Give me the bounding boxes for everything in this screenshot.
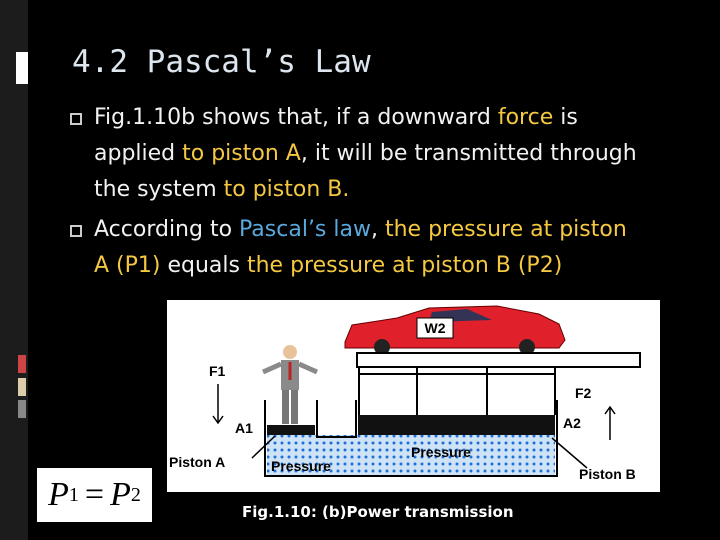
slide-title: 4.2 Pascal’s Law — [72, 44, 371, 80]
formula-term: P — [110, 476, 131, 513]
formula-sub: 1 — [68, 483, 79, 506]
pillars — [358, 367, 556, 415]
bullet-text: , — [370, 217, 385, 242]
figure-caption: Fig.1.10: (b)Power transmission — [242, 503, 514, 521]
platform — [356, 352, 641, 368]
force-label: F1 — [209, 363, 226, 379]
decor — [16, 52, 28, 84]
bullet-text: the pressure at piston A (P1) — [94, 217, 627, 278]
fluid — [267, 435, 555, 475]
weight-label: W2 — [425, 320, 446, 336]
bullet-text: Pascal’s law — [239, 217, 371, 242]
pressure-label: Pressure — [271, 458, 331, 474]
figure: W2 F1 A1 Piston A Pressure Pressure F2 — [167, 300, 660, 492]
bullet-text: force — [497, 105, 554, 130]
force-label: F2 — [575, 385, 592, 401]
piston-label: Piston B — [579, 466, 636, 482]
piston-b — [358, 415, 555, 435]
bullet-text: the pressure at piston B (P2) — [246, 253, 563, 278]
bullet-text: equals — [160, 253, 247, 278]
piston-label: Piston A — [169, 454, 225, 470]
bullet-text: to piston B. — [223, 177, 350, 202]
formula-term: P — [48, 476, 69, 513]
car — [344, 305, 566, 349]
decor — [18, 378, 26, 396]
pressure-label: Pressure — [411, 444, 471, 460]
piston-a — [267, 425, 315, 435]
side-strip — [0, 0, 28, 540]
bullet-text: , it will be transmitted through the sys… — [94, 141, 637, 202]
weight-box — [416, 317, 454, 339]
decor — [18, 400, 26, 418]
bullet-text: According to — [94, 217, 240, 242]
formula-op: = — [84, 476, 105, 513]
bullet: According to Pascal’s law, the pressure … — [70, 212, 645, 284]
decor — [18, 355, 26, 373]
vessel — [264, 400, 558, 477]
bullet-text: to piston A — [182, 141, 301, 166]
bullet: Fig.1.10b shows that, if a downward forc… — [70, 100, 645, 208]
area-label: A2 — [563, 415, 581, 431]
bullet-text: is applied — [94, 105, 578, 166]
bullet-list: Fig.1.10b shows that, if a downward forc… — [70, 100, 645, 288]
formula-sub: 2 — [130, 483, 141, 506]
man — [261, 345, 319, 424]
bullet-text: Fig.1.10b shows that, if a downward — [94, 105, 498, 130]
area-label: A1 — [235, 420, 253, 436]
